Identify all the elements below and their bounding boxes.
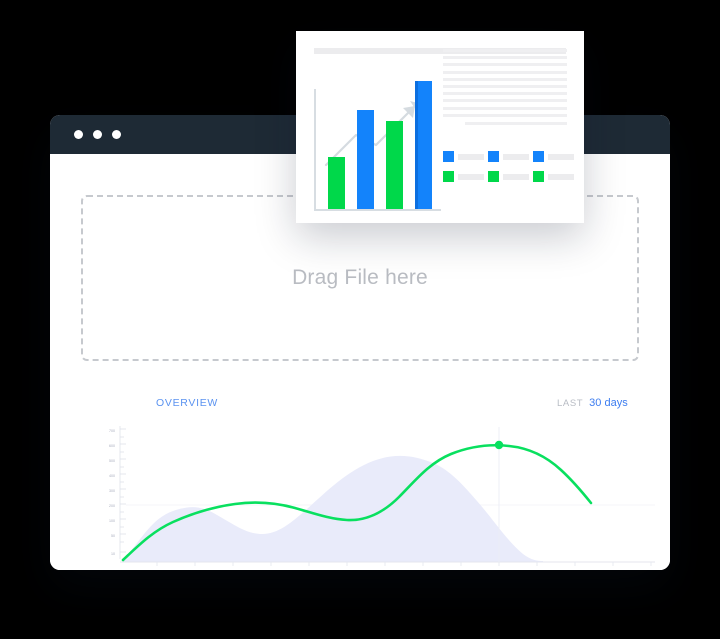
legend-swatch-green — [443, 171, 454, 182]
text-line — [443, 56, 567, 60]
legend-swatch-blue — [533, 151, 544, 162]
legend-item — [488, 171, 529, 182]
legend-swatch-blue — [488, 151, 499, 162]
legend-label-placeholder — [548, 173, 574, 180]
svg-text:200: 200 — [109, 504, 115, 508]
text-line-short — [465, 121, 567, 125]
svg-text:600: 600 — [109, 444, 115, 448]
bar-1 — [328, 156, 345, 209]
legend-label-placeholder — [458, 173, 484, 180]
bar-chart-y-axis — [314, 89, 316, 209]
comparison-area — [123, 455, 543, 562]
document-header-bar — [314, 48, 566, 54]
y-axis-ticks: 700 600 500 400 300 200 100 50 10 — [109, 429, 115, 556]
legend-item — [488, 151, 529, 162]
legend-swatch-blue — [443, 151, 454, 162]
text-line — [443, 63, 567, 67]
bar-4 — [415, 80, 432, 209]
document-legend — [443, 151, 574, 182]
bar-3 — [386, 120, 403, 209]
legend-swatch-green — [488, 171, 499, 182]
legend-item — [533, 151, 574, 162]
svg-text:400: 400 — [109, 474, 115, 478]
text-line — [443, 49, 567, 52]
svg-text:700: 700 — [109, 429, 115, 433]
overview-chart[interactable]: 700 600 500 400 300 200 100 50 10 — [95, 423, 670, 570]
minimize-dot-icon[interactable] — [93, 130, 102, 139]
overview-panel: OVERVIEW LAST 30 days 700 600 500 400 — [95, 397, 670, 570]
legend-swatch-green — [533, 171, 544, 182]
window-content: Drag File here OVERVIEW LAST 30 days 700 — [50, 154, 670, 570]
bar-2 — [357, 109, 374, 209]
text-line — [443, 99, 567, 103]
text-line — [443, 84, 567, 88]
legend-label-placeholder — [548, 153, 574, 160]
document-preview-card[interactable] — [296, 31, 584, 223]
text-line — [443, 70, 567, 74]
svg-text:10: 10 — [111, 552, 115, 556]
overview-header: OVERVIEW LAST 30 days — [95, 397, 670, 419]
bar-chart-x-axis — [314, 209, 441, 211]
legend-item — [443, 171, 484, 182]
svg-text:100: 100 — [109, 519, 115, 523]
legend-item — [533, 171, 574, 182]
text-line — [443, 106, 567, 110]
close-dot-icon[interactable] — [74, 130, 83, 139]
legend-item — [443, 151, 484, 162]
chart-data-point — [494, 440, 504, 450]
maximize-dot-icon[interactable] — [112, 130, 121, 139]
legend-label-placeholder — [458, 153, 484, 160]
legend-label-placeholder — [503, 153, 529, 160]
text-line — [443, 92, 567, 96]
document-bar-chart — [314, 73, 441, 211]
dropzone-label: Drag File here — [292, 266, 428, 289]
page-title: OVERVIEW — [156, 397, 219, 409]
chart-svg: 700 600 500 400 300 200 100 50 10 — [109, 426, 655, 566]
svg-text:300: 300 — [109, 489, 115, 493]
range-prefix-label: LAST — [557, 398, 584, 409]
document-text-lines — [443, 49, 567, 129]
svg-text:50: 50 — [111, 534, 115, 538]
date-range-selector[interactable]: LAST 30 days — [557, 397, 628, 409]
legend-label-placeholder — [503, 173, 529, 180]
range-value-label[interactable]: 30 days — [589, 397, 628, 409]
text-line — [443, 113, 567, 117]
trend-line — [121, 443, 593, 562]
svg-text:500: 500 — [109, 459, 115, 463]
text-line — [443, 77, 567, 81]
